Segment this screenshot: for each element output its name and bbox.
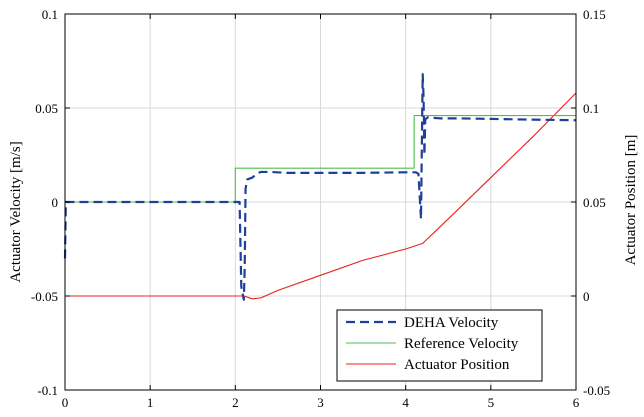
y-left-tick-label: -0.1 [37, 383, 58, 398]
y-left-tick-label: 0 [52, 195, 59, 210]
y-right-tick-label: 0.1 [583, 101, 599, 116]
legend-label: Reference Velocity [404, 336, 519, 352]
y-right-tick-label: 0.05 [583, 195, 606, 210]
y-left-tick-label: 0.05 [35, 101, 58, 116]
y-left-tick-label: -0.05 [31, 289, 58, 304]
x-tick-label: 4 [402, 395, 409, 410]
legend-label: DEHA Velocity [404, 315, 499, 331]
x-tick-label: 2 [232, 395, 239, 410]
y-right-tick-label: 0 [583, 289, 590, 304]
y-right-tick-label: -0.05 [583, 383, 610, 398]
legend-box [336, 309, 543, 382]
series-line-actuator-position [65, 92, 577, 300]
y-axis-right-label: Actuator Position [m] [623, 135, 639, 266]
series-line-deha-velocity [63, 73, 577, 301]
series-layer [63, 73, 577, 301]
x-axis: 0 1 2 3 4 5 6 [62, 14, 580, 410]
x-tick-label: 1 [147, 395, 154, 410]
legend-label: Actuator Position [404, 357, 510, 373]
legend: DEHA Velocity Reference Velocity Actuator … [336, 309, 543, 382]
x-tick-label: 0 [62, 395, 69, 410]
y-axis-left-label: Actuator Velocity [m/s] [8, 141, 24, 282]
x-tick-label: 3 [317, 395, 324, 410]
y-right-tick-label: 0.15 [583, 7, 606, 22]
y-left-tick-label: 0.1 [42, 7, 58, 22]
y-axis-right: -0.05 0 0.05 0.1 0.15 [571, 7, 610, 398]
y-axis-left: -0.1 -0.05 0 0.05 0.1 [31, 7, 70, 398]
x-tick-label: 6 [573, 395, 580, 410]
x-tick-label: 5 [488, 395, 495, 410]
